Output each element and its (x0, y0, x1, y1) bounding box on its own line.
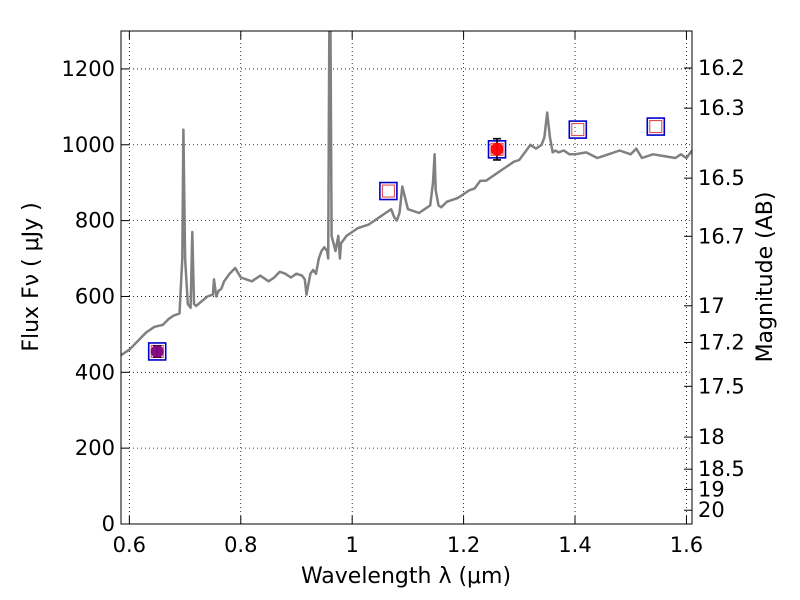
y-tick-label: 1200 (62, 57, 115, 81)
observed-point (150, 344, 164, 358)
model-point-outer (646, 117, 666, 136)
magnitude-tick-label: 16.2 (698, 56, 745, 80)
model-point-inner (381, 184, 395, 198)
x-tick-label: 1.6 (670, 533, 703, 557)
magnitude-tick-label: 20 (698, 498, 725, 522)
y-tick-label: 400 (75, 360, 115, 384)
y-tick-label: 800 (75, 209, 115, 233)
photometry-points (147, 117, 666, 361)
spectrum-line (121, 31, 692, 357)
model-point-inner (571, 123, 585, 137)
spectrum-layer (121, 31, 692, 357)
x-tick-label: 1 (345, 533, 358, 557)
plot-frame (120, 30, 693, 525)
x-tick-label: 0.6 (113, 533, 146, 557)
x-tick-label: 1.2 (447, 533, 480, 557)
y-tick-label: 0 (102, 512, 115, 536)
x-tick-label: 1.4 (558, 533, 591, 557)
x-axis-ticks: 0.6 0.8 1 1.2 1.4 1.6 (113, 31, 703, 557)
y-axis-label: Flux Fν ( μJy ) (19, 202, 44, 351)
y-tick-label: 600 (75, 284, 115, 308)
magnitude-tick-label: 17 (698, 294, 725, 318)
magnitude-tick-label: 16.5 (698, 166, 745, 190)
magnitude-axis-label: Magnitude (AB) (753, 192, 778, 363)
magnitude-tick-label: 18.5 (698, 457, 745, 481)
magnitude-tick-label: 17.5 (698, 374, 745, 398)
magnitude-tick-label: 17.2 (698, 330, 745, 354)
x-axis-label: Wavelength λ (μm) (301, 564, 511, 589)
model-point-inner (649, 120, 663, 134)
model-point-outer (147, 342, 167, 361)
observed-point (490, 142, 504, 156)
magnitude-tick-label: 19 (698, 477, 725, 501)
magnitude-tick-label: 16.3 (698, 96, 745, 120)
model-point-outer (568, 120, 588, 139)
grid-lines (121, 31, 692, 525)
magnitude-tick-label: 16.7 (698, 224, 745, 248)
y-axis-ticks: 0 200 400 600 800 1000 1200 (62, 57, 129, 536)
model-point-outer (379, 181, 398, 201)
magnitude-tick-label: 18 (698, 425, 725, 449)
y-tick-label: 1000 (62, 133, 115, 157)
y-tick-label: 200 (75, 436, 115, 460)
x-tick-label: 0.8 (224, 533, 257, 557)
